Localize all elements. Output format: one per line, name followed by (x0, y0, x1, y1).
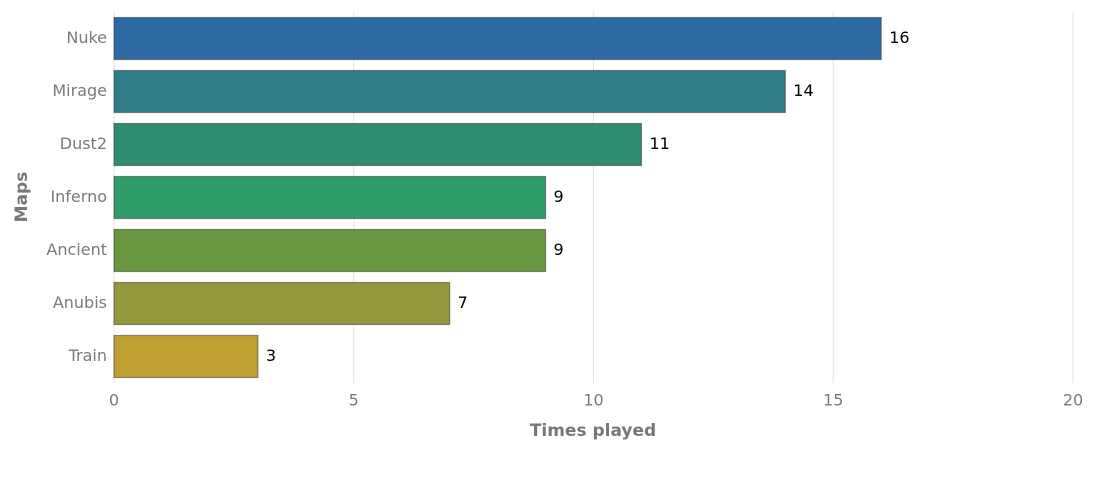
bar (113, 334, 259, 379)
y-axis-title: Maps (12, 172, 32, 223)
y-tick-label: Ancient (46, 240, 107, 259)
bar (113, 69, 786, 114)
y-tick-label: Anubis (53, 293, 107, 312)
bar (113, 175, 547, 220)
bar (113, 281, 451, 326)
y-tick-label: Mirage (52, 81, 107, 100)
x-axis-title: Times played (530, 421, 656, 441)
bar (113, 122, 643, 167)
value-label: 3 (266, 346, 276, 365)
x-tick-label: 0 (109, 391, 119, 410)
bar (113, 228, 547, 273)
value-label: 11 (649, 134, 669, 153)
value-label: 9 (554, 187, 564, 206)
x-tick-label: 5 (349, 391, 359, 410)
y-tick-label: Dust2 (60, 134, 107, 153)
value-label: 16 (889, 28, 909, 47)
value-label: 14 (793, 81, 813, 100)
value-label: 9 (554, 240, 564, 259)
y-tick-label: Train (68, 346, 107, 365)
x-tick-label: 20 (1063, 391, 1083, 410)
y-tick-label: Inferno (50, 187, 107, 206)
y-tick-label: Nuke (66, 28, 107, 47)
bar (113, 16, 882, 61)
x-tick-label: 10 (583, 391, 603, 410)
x-tick-label: 15 (823, 391, 843, 410)
value-label: 7 (458, 293, 468, 312)
